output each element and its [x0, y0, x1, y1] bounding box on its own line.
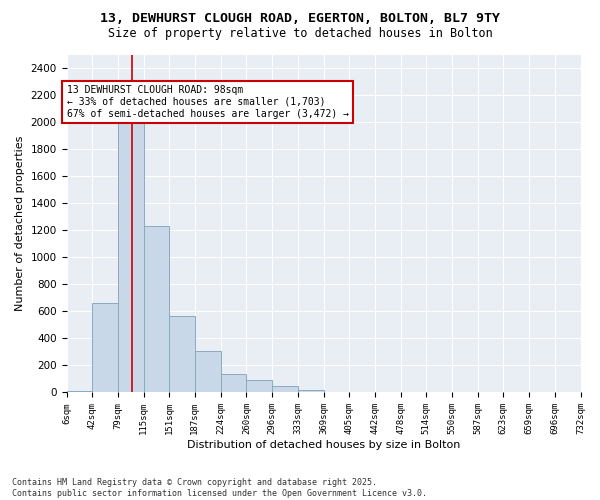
Bar [143, 226, 169, 392]
Bar [67, 391, 92, 392]
Bar [221, 374, 247, 392]
Bar [272, 386, 298, 392]
Text: Size of property relative to detached houses in Bolton: Size of property relative to detached ho… [107, 28, 493, 40]
Bar [298, 390, 323, 392]
Text: Contains HM Land Registry data © Crown copyright and database right 2025.
Contai: Contains HM Land Registry data © Crown c… [12, 478, 427, 498]
Text: 13 DEWHURST CLOUGH ROAD: 98sqm
← 33% of detached houses are smaller (1,703)
67% : 13 DEWHURST CLOUGH ROAD: 98sqm ← 33% of … [67, 86, 349, 118]
Bar [118, 116, 143, 392]
Bar [92, 304, 118, 392]
Bar [194, 350, 221, 393]
X-axis label: Distribution of detached houses by size in Bolton: Distribution of detached houses by size … [187, 440, 460, 450]
Bar [169, 316, 194, 392]
Text: 13, DEWHURST CLOUGH ROAD, EGERTON, BOLTON, BL7 9TY: 13, DEWHURST CLOUGH ROAD, EGERTON, BOLTO… [100, 12, 500, 26]
Y-axis label: Number of detached properties: Number of detached properties [15, 136, 25, 312]
Bar [247, 380, 272, 392]
